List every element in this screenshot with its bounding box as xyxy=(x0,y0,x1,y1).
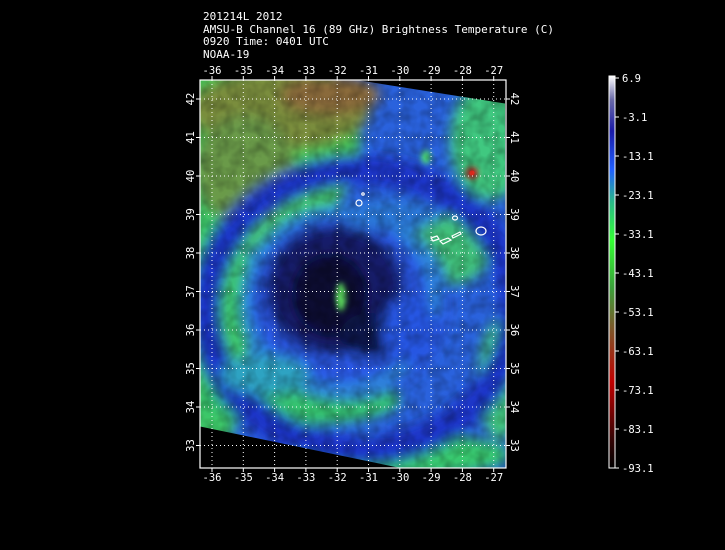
colorbar-label: -73.1 xyxy=(622,385,654,397)
satellite-name: NOAA-19 xyxy=(203,47,250,61)
latlon-grid xyxy=(200,80,506,468)
lon-label-top: -27 xyxy=(484,65,503,77)
colorbar-label: -83.1 xyxy=(622,424,654,436)
colorbar-label: -13.1 xyxy=(622,151,654,163)
colorbar-label: -43.1 xyxy=(622,268,654,280)
lat-label-left: 41 xyxy=(185,131,197,144)
colorbar-label: -63.1 xyxy=(622,346,654,358)
lon-label-bottom: -36 xyxy=(203,472,222,484)
swath-gap-bottom xyxy=(200,427,398,468)
product-title: AMSU-B Channel 16 (89 GHz) Brightness Te… xyxy=(203,22,554,36)
lon-label-bottom: -33 xyxy=(296,472,315,484)
lon-label-bottom: -31 xyxy=(359,472,378,484)
colorbar-label: -3.1 xyxy=(622,112,647,124)
lon-labels-bottom: -36 -35 -34 -33 -32 -31 -30 -29 -28 -27 xyxy=(203,472,504,484)
lat-labels-left: 42 41 40 39 38 37 36 35 34 33 xyxy=(185,93,197,452)
lat-label-right: 33 xyxy=(508,439,520,452)
lon-label-bottom: -34 xyxy=(265,472,284,484)
lon-label-top: -31 xyxy=(359,65,378,77)
lon-label-top: -29 xyxy=(422,65,441,77)
colorbar: 6.9 -3.1 -13.1 -23.1 -33.1 -43.1 -53.1 -63.1 -73… xyxy=(608,73,654,475)
colorbar-label: -53.1 xyxy=(622,307,654,319)
colorbar-label: -93.1 xyxy=(622,463,654,475)
lon-label-bottom: -28 xyxy=(453,472,472,484)
lat-label-left: 40 xyxy=(185,170,197,183)
lat-label-right: 36 xyxy=(508,324,520,337)
lat-labels-right: 42 41 40 39 38 37 36 35 34 33 xyxy=(508,93,520,452)
lat-label-right: 42 xyxy=(508,93,520,106)
lon-label-bottom: -30 xyxy=(390,472,409,484)
coastlines xyxy=(355,192,487,245)
lon-label-top: -28 xyxy=(453,65,472,77)
lon-label-top: -35 xyxy=(234,65,253,77)
lat-label-left: 39 xyxy=(185,208,197,221)
island-flores-corvo xyxy=(355,199,363,207)
lat-label-left: 38 xyxy=(185,247,197,260)
lat-label-right: 35 xyxy=(508,362,520,375)
lat-label-left: 35 xyxy=(185,362,197,375)
lat-label-right: 41 xyxy=(508,131,520,144)
lon-labels-top: -36 -35 -34 -33 -32 -31 -30 -29 -28 -27 xyxy=(203,65,504,77)
island-terceira xyxy=(475,226,487,236)
lon-label-top: -30 xyxy=(390,65,409,77)
island-faial xyxy=(430,235,440,242)
lon-label-bottom: -29 xyxy=(422,472,441,484)
island-pico xyxy=(438,237,453,245)
lon-label-bottom: -27 xyxy=(484,472,503,484)
lon-label-bottom: -35 xyxy=(234,472,253,484)
lat-label-left: 42 xyxy=(185,93,197,106)
lat-label-left: 36 xyxy=(185,324,197,337)
swath-gap-top xyxy=(360,80,506,103)
observation-time: 0920 Time: 0401 UTC xyxy=(203,35,329,48)
colorbar-label: 6.9 xyxy=(622,73,641,85)
island-graciosa xyxy=(451,215,459,221)
storm-id-year: 201214L 2012 xyxy=(203,10,283,23)
lon-label-top: -34 xyxy=(265,65,284,77)
lat-label-right: 34 xyxy=(508,401,520,414)
lat-label-right: 37 xyxy=(508,285,520,298)
lon-label-top: -32 xyxy=(328,65,347,77)
island-corvo xyxy=(361,192,365,196)
colorbar-gradient xyxy=(608,75,616,469)
colorbar-label: -23.1 xyxy=(622,190,654,202)
lat-label-right: 39 xyxy=(508,208,520,221)
colorbar-label: -33.1 xyxy=(622,229,654,241)
island-sao-jorge xyxy=(451,231,462,239)
colorbar-labels: 6.9 -3.1 -13.1 -23.1 -33.1 -43.1 -53.1 -63.1 -73… xyxy=(615,73,654,475)
plot-frame xyxy=(199,79,507,469)
lat-label-right: 38 xyxy=(508,247,520,260)
lat-label-left: 37 xyxy=(185,285,197,298)
header-block: 201214L 2012 AMSU-B Channel 16 (89 GHz) B… xyxy=(203,10,554,61)
lat-label-left: 33 xyxy=(185,439,197,452)
lon-label-top: -33 xyxy=(296,65,315,77)
lat-label-right: 40 xyxy=(508,170,520,183)
swath-image xyxy=(200,80,506,468)
lon-label-bottom: -32 xyxy=(328,472,347,484)
lon-label-top: -36 xyxy=(203,65,222,77)
lat-label-left: 34 xyxy=(185,401,197,414)
axis-ticks xyxy=(196,76,510,472)
